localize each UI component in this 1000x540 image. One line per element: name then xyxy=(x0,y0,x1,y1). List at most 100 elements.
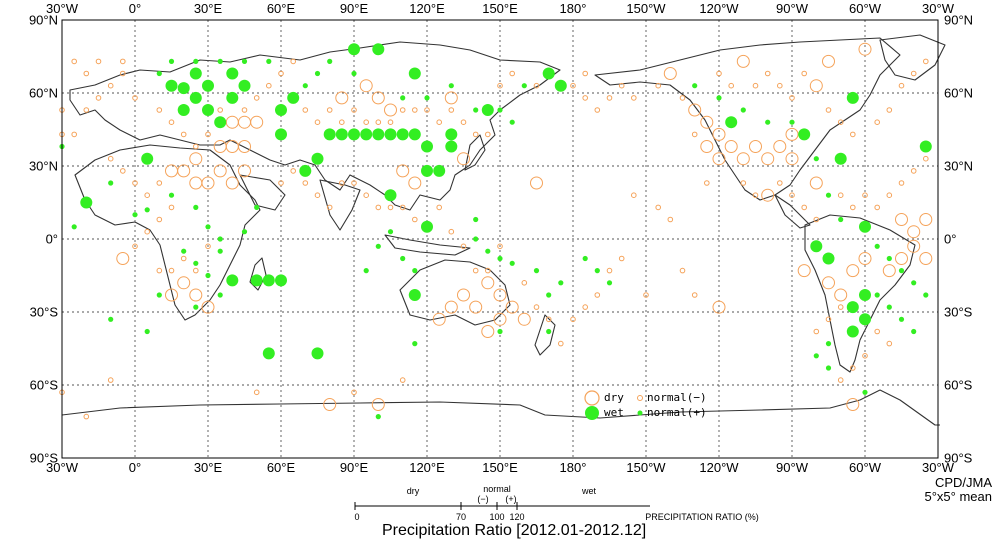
normal-minus-station xyxy=(339,119,345,125)
normal-minus-station xyxy=(582,70,589,77)
normal-plus-station xyxy=(485,248,491,254)
normal-minus-station xyxy=(740,180,747,186)
normal-minus-station xyxy=(764,70,771,77)
longitude-label-bottom: 90°E xyxy=(339,460,369,475)
normal-minus-station xyxy=(266,82,272,89)
longitude-label-top: 60°E xyxy=(266,1,296,16)
wet-station xyxy=(250,274,263,287)
normal-plus-station xyxy=(813,353,819,359)
normal-plus-station xyxy=(886,304,892,310)
normal-minus-station xyxy=(448,107,455,113)
latitude-label-right: 60°N xyxy=(944,85,974,101)
wet-station xyxy=(481,104,494,116)
dry-station xyxy=(785,127,799,141)
normal-minus-station xyxy=(606,267,613,274)
normal-plus-station xyxy=(546,292,552,298)
normal-minus-station xyxy=(314,119,321,125)
wet-station xyxy=(262,347,275,360)
normal-minus-station xyxy=(290,168,297,174)
normal-minus-station xyxy=(120,70,126,77)
wet-station xyxy=(421,140,433,153)
dry-station xyxy=(165,164,178,178)
wet-station xyxy=(384,128,397,141)
normal-minus-station xyxy=(424,107,430,113)
normal-minus-station xyxy=(862,353,868,359)
scale-dry-label: dry xyxy=(406,486,420,496)
wet-station xyxy=(226,67,239,80)
latitude-label-left: 60°N xyxy=(28,85,58,101)
longitude-label-top: 120°E xyxy=(409,1,445,16)
dry-station xyxy=(895,252,908,265)
longitude-label-top: 0° xyxy=(128,1,142,16)
normal-minus-station xyxy=(326,204,333,211)
normal-minus-station xyxy=(460,243,467,250)
scale-tick-100: 100 xyxy=(489,512,505,522)
dry-station xyxy=(834,288,848,302)
wet-station xyxy=(299,164,312,177)
coastline-indonesia xyxy=(384,234,471,256)
normal-minus-station xyxy=(314,192,321,198)
normal-minus-station xyxy=(850,365,856,371)
normal-minus-station xyxy=(801,70,808,77)
normal-minus-station xyxy=(521,280,528,286)
normal-minus-station xyxy=(728,82,735,89)
normal-minus-station xyxy=(71,131,77,138)
lat-lon-grid xyxy=(62,20,938,458)
normal-minus-station xyxy=(156,107,163,113)
normal-minus-station xyxy=(874,204,881,211)
dry-station xyxy=(493,288,507,302)
normal-plus-station xyxy=(424,95,430,101)
normal-plus-station xyxy=(533,268,540,274)
normal-plus-station xyxy=(205,272,211,279)
wet-station xyxy=(202,104,214,116)
ratio-scale-bar xyxy=(354,502,650,510)
dry-station xyxy=(457,152,470,166)
dry-station xyxy=(822,276,835,290)
legend-dry-symbol xyxy=(584,390,600,406)
coastline-north-america xyxy=(594,37,901,201)
scale-tick-120: 120 xyxy=(509,512,525,522)
normal-plus-station xyxy=(217,292,223,298)
normal-minus-station xyxy=(923,58,929,65)
normal-minus-station xyxy=(813,328,820,335)
wet-station xyxy=(859,313,871,326)
wet-station xyxy=(202,79,214,92)
wet-station xyxy=(275,274,287,287)
dry-station xyxy=(530,176,543,190)
dry-station xyxy=(469,300,483,314)
scale-wet-label: wet xyxy=(581,486,597,496)
dry-station xyxy=(919,213,933,226)
longitude-label-top: 180° xyxy=(559,1,587,16)
normal-plus-station xyxy=(825,192,832,198)
dry-station xyxy=(238,115,251,129)
normal-minus-station xyxy=(582,304,589,310)
wet-station xyxy=(189,91,202,104)
normal-minus-station xyxy=(594,107,601,113)
normal-minus-station xyxy=(813,216,820,223)
normal-minus-station xyxy=(910,168,917,174)
latitude-label-left: 30°N xyxy=(28,158,58,174)
dry-station xyxy=(201,300,215,314)
normal-plus-station xyxy=(254,204,260,210)
wet-station xyxy=(408,128,421,141)
normal-minus-station xyxy=(679,95,686,101)
wet-station xyxy=(226,91,239,104)
wet-station xyxy=(372,43,385,56)
coastline-australia xyxy=(399,259,511,326)
normal-plus-station xyxy=(241,229,248,235)
latitude-label-right: 90°S xyxy=(944,450,973,466)
latitude-label-right: 60°S xyxy=(944,377,973,393)
normal-minus-station xyxy=(180,131,187,138)
normal-minus-station xyxy=(691,292,698,298)
normal-minus-station xyxy=(132,95,138,101)
latitude-label-left: 60°S xyxy=(29,377,58,393)
normal-plus-station xyxy=(108,180,114,186)
longitude-label-top: 150°E xyxy=(482,1,518,16)
legend-wet-symbol xyxy=(585,406,599,420)
normal-minus-station xyxy=(850,204,856,211)
wet-station xyxy=(275,104,287,116)
normal-minus-station xyxy=(448,228,455,235)
normal-minus-station xyxy=(217,107,223,113)
normal-plus-station xyxy=(193,260,199,266)
normal-minus-station xyxy=(460,119,467,125)
